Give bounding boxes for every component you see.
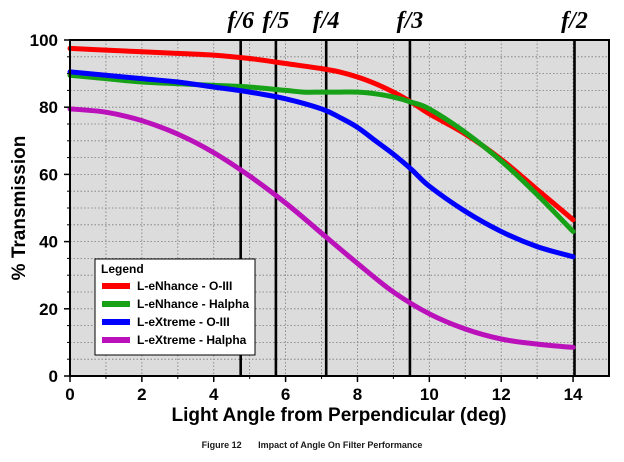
- x-tick-label: 0: [65, 385, 74, 404]
- y-tick-label: 40: [39, 233, 58, 252]
- y-tick-label: 20: [39, 300, 58, 319]
- fnumber-labels: f/6 f/5 f/4 f/3 f/2: [227, 8, 587, 34]
- x-tick-label: 10: [420, 385, 439, 404]
- fnumber-label: f/6: [227, 8, 254, 34]
- legend-label: L-eXtreme - O-III: [137, 315, 230, 329]
- tick-labels: 0 20 40 60 80 100 0 2 4 6 8 10 12 14: [30, 31, 583, 404]
- legend-title: Legend: [101, 262, 144, 276]
- y-tick-label: 60: [39, 165, 58, 184]
- x-tick-label: 8: [353, 385, 362, 404]
- x-tick-label: 14: [564, 385, 583, 404]
- legend: Legend L-eNhance - O-III L-eNhance - Halp…: [94, 258, 256, 356]
- fnumber-label: f/3: [397, 8, 424, 34]
- x-tick-label: 6: [281, 385, 290, 404]
- series-line-3: [67, 69, 576, 260]
- x-tick-label: 4: [209, 385, 219, 404]
- x-tick-label: 12: [492, 385, 511, 404]
- fnumber-label: f/5: [263, 8, 290, 34]
- series-line-4: [67, 106, 576, 350]
- y-axis-title: % Transmission: [9, 136, 30, 281]
- legend-label: L-eNhance - Halpha: [137, 297, 249, 311]
- figure-label: Figure 12: [201, 440, 242, 450]
- axis-ticks: [64, 39, 574, 382]
- y-tick-label: 80: [39, 98, 58, 117]
- fnumber-label: f/4: [313, 8, 340, 34]
- x-tick-label: 2: [137, 385, 146, 404]
- y-tick-label: 100: [30, 31, 58, 50]
- y-tick-label: 0: [49, 367, 58, 386]
- x-axis-title: Light Angle from Perpendicular (deg): [172, 405, 507, 426]
- figure-text: Impact of Angle On Filter Performance: [258, 440, 423, 450]
- legend-label: L-eXtreme - Halpha: [137, 333, 247, 347]
- fnumber-label: f/2: [561, 8, 588, 34]
- figure-caption: Figure 12 Impact of Angle On Filter Perf…: [0, 440, 624, 450]
- series-lines: [67, 45, 576, 350]
- legend-label: L-eNhance - O-III: [137, 279, 232, 293]
